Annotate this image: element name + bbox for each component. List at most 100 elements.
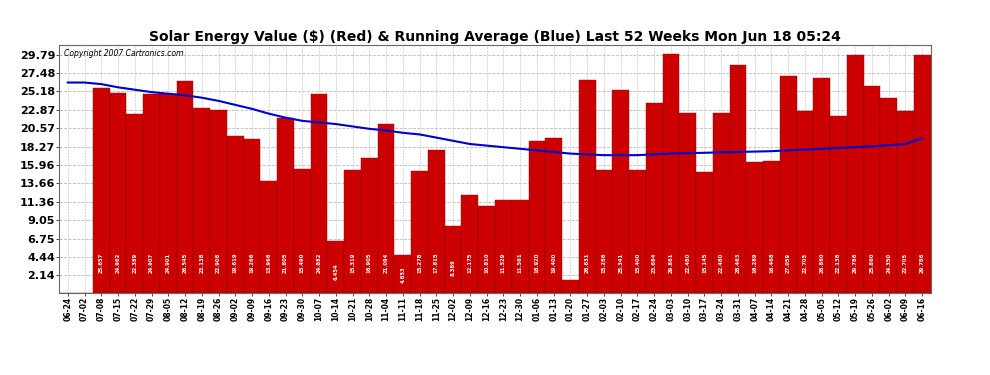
Text: 24.350: 24.350 bbox=[886, 252, 891, 273]
Text: 12.175: 12.175 bbox=[467, 252, 472, 273]
Bar bbox=[662, 54, 679, 292]
Text: 29.786: 29.786 bbox=[852, 252, 857, 273]
Bar bbox=[144, 94, 160, 292]
Text: 4.653: 4.653 bbox=[400, 267, 405, 283]
Bar bbox=[227, 136, 244, 292]
Text: 17.815: 17.815 bbox=[434, 252, 439, 273]
Bar bbox=[713, 113, 730, 292]
Text: 21.805: 21.805 bbox=[283, 252, 288, 273]
Bar bbox=[797, 111, 814, 292]
Bar bbox=[461, 195, 478, 292]
Text: 16.289: 16.289 bbox=[752, 252, 757, 273]
Bar bbox=[193, 108, 210, 292]
Text: 19.619: 19.619 bbox=[233, 252, 238, 273]
Bar bbox=[596, 171, 612, 292]
Text: 19.400: 19.400 bbox=[551, 252, 556, 273]
Bar bbox=[127, 114, 144, 292]
Bar bbox=[529, 141, 545, 292]
Bar bbox=[562, 280, 579, 292]
Bar bbox=[863, 86, 880, 292]
Text: 15.490: 15.490 bbox=[300, 252, 305, 273]
Bar bbox=[345, 170, 361, 292]
Bar bbox=[579, 80, 596, 292]
Bar bbox=[846, 55, 863, 292]
Text: 15.400: 15.400 bbox=[635, 252, 640, 273]
Text: 22.389: 22.389 bbox=[133, 252, 138, 273]
Text: 19.266: 19.266 bbox=[249, 252, 254, 273]
Text: 23.138: 23.138 bbox=[199, 252, 204, 273]
Bar bbox=[110, 93, 127, 292]
Bar bbox=[277, 118, 294, 292]
Bar bbox=[411, 171, 428, 292]
Text: 16.468: 16.468 bbox=[769, 252, 774, 273]
Bar bbox=[445, 225, 461, 292]
Text: 11.529: 11.529 bbox=[501, 252, 506, 273]
Bar bbox=[176, 81, 193, 292]
Bar bbox=[260, 181, 277, 292]
Text: 15.278: 15.278 bbox=[417, 252, 422, 273]
Bar bbox=[814, 78, 830, 292]
Text: 24.907: 24.907 bbox=[149, 252, 154, 273]
Bar bbox=[160, 94, 176, 292]
Text: 18.920: 18.920 bbox=[535, 252, 540, 273]
Bar bbox=[730, 65, 746, 292]
Bar bbox=[629, 170, 645, 292]
Text: Copyright 2007 Cartronics.com: Copyright 2007 Cartronics.com bbox=[63, 49, 183, 58]
Text: 15.145: 15.145 bbox=[702, 252, 707, 273]
Bar bbox=[612, 90, 629, 292]
Text: 23.684: 23.684 bbox=[651, 252, 656, 273]
Text: 26.860: 26.860 bbox=[819, 252, 825, 273]
Text: 25.860: 25.860 bbox=[869, 252, 874, 273]
Text: 24.901: 24.901 bbox=[165, 252, 171, 273]
Text: 25.341: 25.341 bbox=[618, 252, 623, 273]
Bar bbox=[512, 200, 529, 292]
Text: 22.136: 22.136 bbox=[836, 252, 841, 273]
Text: 16.905: 16.905 bbox=[367, 252, 372, 273]
Text: 29.786: 29.786 bbox=[920, 252, 925, 273]
Text: 26.545: 26.545 bbox=[182, 252, 187, 273]
Bar bbox=[696, 172, 713, 292]
Text: 26.631: 26.631 bbox=[585, 252, 590, 273]
Bar bbox=[897, 111, 914, 292]
Title: Solar Energy Value ($) (Red) & Running Average (Blue) Last 52 Weeks Mon Jun 18 0: Solar Energy Value ($) (Red) & Running A… bbox=[149, 30, 841, 44]
Bar bbox=[880, 98, 897, 292]
Bar bbox=[645, 104, 662, 292]
Bar bbox=[914, 55, 931, 292]
Text: 15.286: 15.286 bbox=[601, 252, 607, 273]
Bar bbox=[93, 88, 110, 292]
Bar bbox=[780, 76, 797, 292]
Text: 10.810: 10.810 bbox=[484, 252, 489, 273]
Bar bbox=[830, 116, 846, 292]
Bar bbox=[394, 255, 411, 292]
Text: 8.389: 8.389 bbox=[450, 259, 455, 276]
Text: 6.454: 6.454 bbox=[334, 263, 339, 280]
Bar bbox=[311, 94, 328, 292]
Text: 24.962: 24.962 bbox=[116, 252, 121, 273]
Bar bbox=[679, 113, 696, 292]
Bar bbox=[210, 110, 227, 292]
Text: 29.861: 29.861 bbox=[668, 252, 673, 273]
Text: 22.480: 22.480 bbox=[685, 252, 690, 273]
Bar bbox=[294, 169, 311, 292]
Text: 22.480: 22.480 bbox=[719, 252, 724, 273]
Bar bbox=[244, 139, 260, 292]
Text: 22.705: 22.705 bbox=[903, 252, 908, 273]
Text: 22.908: 22.908 bbox=[216, 252, 221, 273]
Bar bbox=[746, 162, 763, 292]
Bar bbox=[478, 206, 495, 292]
Bar bbox=[378, 124, 394, 292]
Text: 27.059: 27.059 bbox=[786, 252, 791, 273]
Bar bbox=[428, 150, 445, 292]
Text: 11.561: 11.561 bbox=[518, 252, 523, 273]
Bar bbox=[545, 138, 562, 292]
Bar bbox=[495, 201, 512, 292]
Text: 24.882: 24.882 bbox=[317, 252, 322, 273]
Text: 15.319: 15.319 bbox=[350, 252, 355, 273]
Bar bbox=[763, 161, 780, 292]
Bar bbox=[328, 241, 345, 292]
Text: 25.657: 25.657 bbox=[99, 252, 104, 273]
Text: 22.705: 22.705 bbox=[803, 252, 808, 273]
Text: 21.094: 21.094 bbox=[383, 252, 389, 273]
Text: 13.966: 13.966 bbox=[266, 252, 271, 273]
Bar bbox=[361, 158, 378, 292]
